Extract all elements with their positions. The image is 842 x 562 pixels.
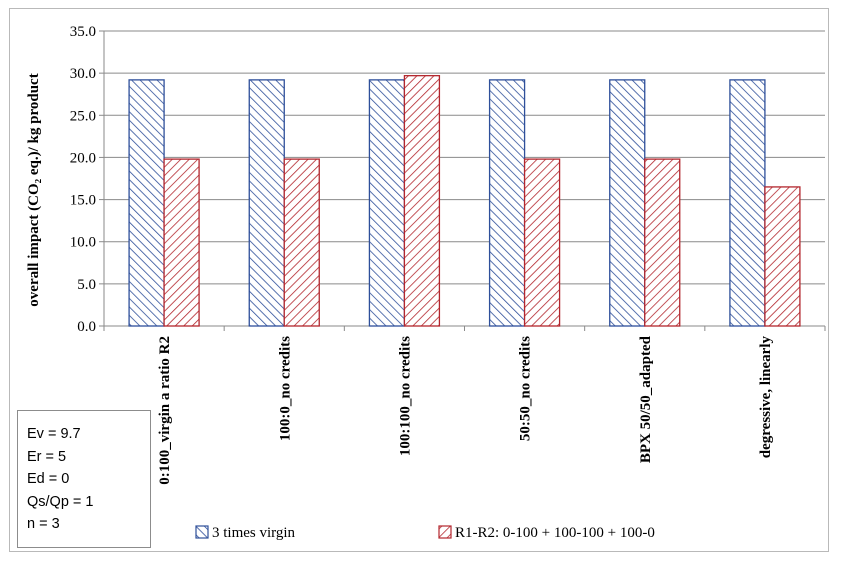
legend-swatch	[195, 525, 209, 539]
axes	[103, 31, 826, 331]
bar-virgin	[128, 79, 165, 327]
bar-r1-r2	[163, 158, 200, 327]
category-labels: 0:100_virgin a ratio R2 100:0_no credits 1…	[157, 335, 774, 484]
bar-r1-r2	[403, 75, 441, 327]
legend-label: 3 times virgin	[212, 525, 296, 541]
legend-swatch	[438, 525, 452, 539]
parameter-line: Qs/Qp = 1	[27, 493, 94, 510]
category-label: 0:100_virgin a ratio R2	[157, 336, 173, 485]
y-tick-label: 30.0	[70, 66, 96, 82]
category-label: 100:0_no credits	[277, 336, 293, 441]
y-axis-title: overall impact (CO₂ eq.)/ kg product	[26, 73, 42, 306]
category-label: 100:100_no credits	[397, 336, 413, 456]
bar-virgin	[488, 79, 526, 327]
category-label: degressive, linearly	[758, 336, 774, 459]
parameter-line: n = 3	[27, 516, 60, 532]
bar-virgin	[248, 79, 285, 327]
y-tick-label: 20.0	[70, 150, 96, 166]
bar-r1-r2	[764, 186, 801, 327]
category-label: BPX 50/50_adapted	[638, 335, 654, 463]
bar-virgin	[368, 79, 406, 327]
y-tick-label: 0.0	[77, 319, 96, 335]
bar-r1-r2	[283, 158, 320, 327]
bar-virgin	[729, 79, 766, 327]
y-tick-label: 35.0	[70, 24, 96, 40]
y-tick-label: 10.0	[70, 235, 96, 251]
legend-label: R1-R2: 0-100 + 100-100 + 100-0	[455, 525, 655, 541]
y-tick-label: 25.0	[70, 108, 96, 124]
y-axis-title-text: overall impact (CO₂ eq.)/ kg product	[26, 73, 42, 306]
bar-r1-r2	[523, 158, 561, 327]
legend: 3 times virgin R1-R2: 0-100 + 100-100 + 1…	[195, 525, 655, 541]
parameter-box: Ev = 9.7 Er = 5 Ed = 0 Qs/Qp = 1 n = 3	[17, 410, 151, 548]
y-tick-labels: 0.0 5.0 10.0 15.0 20.0 25.0 30.0 35.0	[70, 24, 96, 335]
y-tick-label: 15.0	[70, 193, 96, 209]
parameter-line: Er = 5	[27, 448, 67, 465]
bar-r1-r2	[644, 158, 681, 327]
bars	[128, 75, 801, 327]
parameter-line: Ev = 9.7	[27, 426, 81, 442]
gridlines	[99, 30, 825, 327]
parameter-line: Ed = 0	[27, 471, 70, 487]
y-tick-label: 5.0	[77, 277, 96, 293]
category-label: 50:50_no credits	[518, 336, 534, 441]
bar-virgin	[609, 79, 646, 327]
